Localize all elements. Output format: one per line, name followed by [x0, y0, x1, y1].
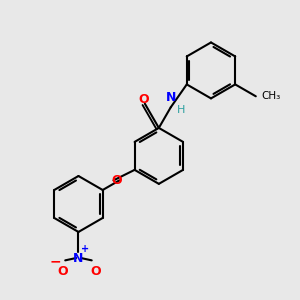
Text: N: N: [166, 91, 176, 104]
Text: O: O: [91, 265, 101, 278]
Text: CH₃: CH₃: [261, 91, 280, 101]
Text: O: O: [138, 93, 149, 106]
Text: O: O: [111, 174, 122, 187]
Text: −: −: [49, 254, 61, 268]
Text: H: H: [177, 105, 185, 115]
Text: O: O: [57, 265, 68, 278]
Text: +: +: [81, 244, 89, 254]
Text: N: N: [73, 251, 84, 265]
